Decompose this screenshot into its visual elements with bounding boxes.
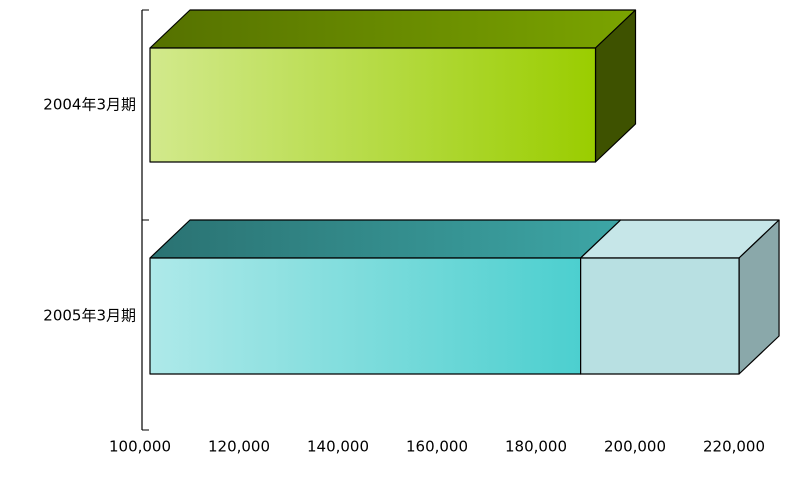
bar-top [149, 9, 637, 49]
bar-top [149, 219, 622, 259]
x-tick-label: 120,000 [208, 438, 270, 456]
y-tick-label: 2004年3月期 [43, 96, 136, 114]
bar-front [149, 257, 582, 375]
x-tick-label: 100,000 [109, 438, 171, 456]
bar [149, 9, 637, 163]
x-tick-label: 180,000 [505, 438, 567, 456]
bar-front [580, 257, 740, 375]
bar-front [149, 47, 597, 163]
bar [580, 219, 780, 375]
x-tick-label: 220,000 [703, 438, 765, 456]
x-tick-label: 200,000 [604, 438, 666, 456]
y-tick-label: 2005年3月期 [43, 307, 136, 325]
x-tick-label: 140,000 [307, 438, 369, 456]
x-tick-label: 160,000 [406, 438, 468, 456]
bar [149, 219, 622, 375]
